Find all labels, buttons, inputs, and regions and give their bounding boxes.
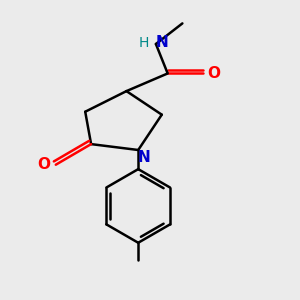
Text: H: H	[139, 35, 149, 50]
Text: N: N	[138, 150, 151, 165]
Text: O: O	[207, 66, 220, 81]
Text: O: O	[38, 157, 50, 172]
Text: N: N	[155, 35, 168, 50]
